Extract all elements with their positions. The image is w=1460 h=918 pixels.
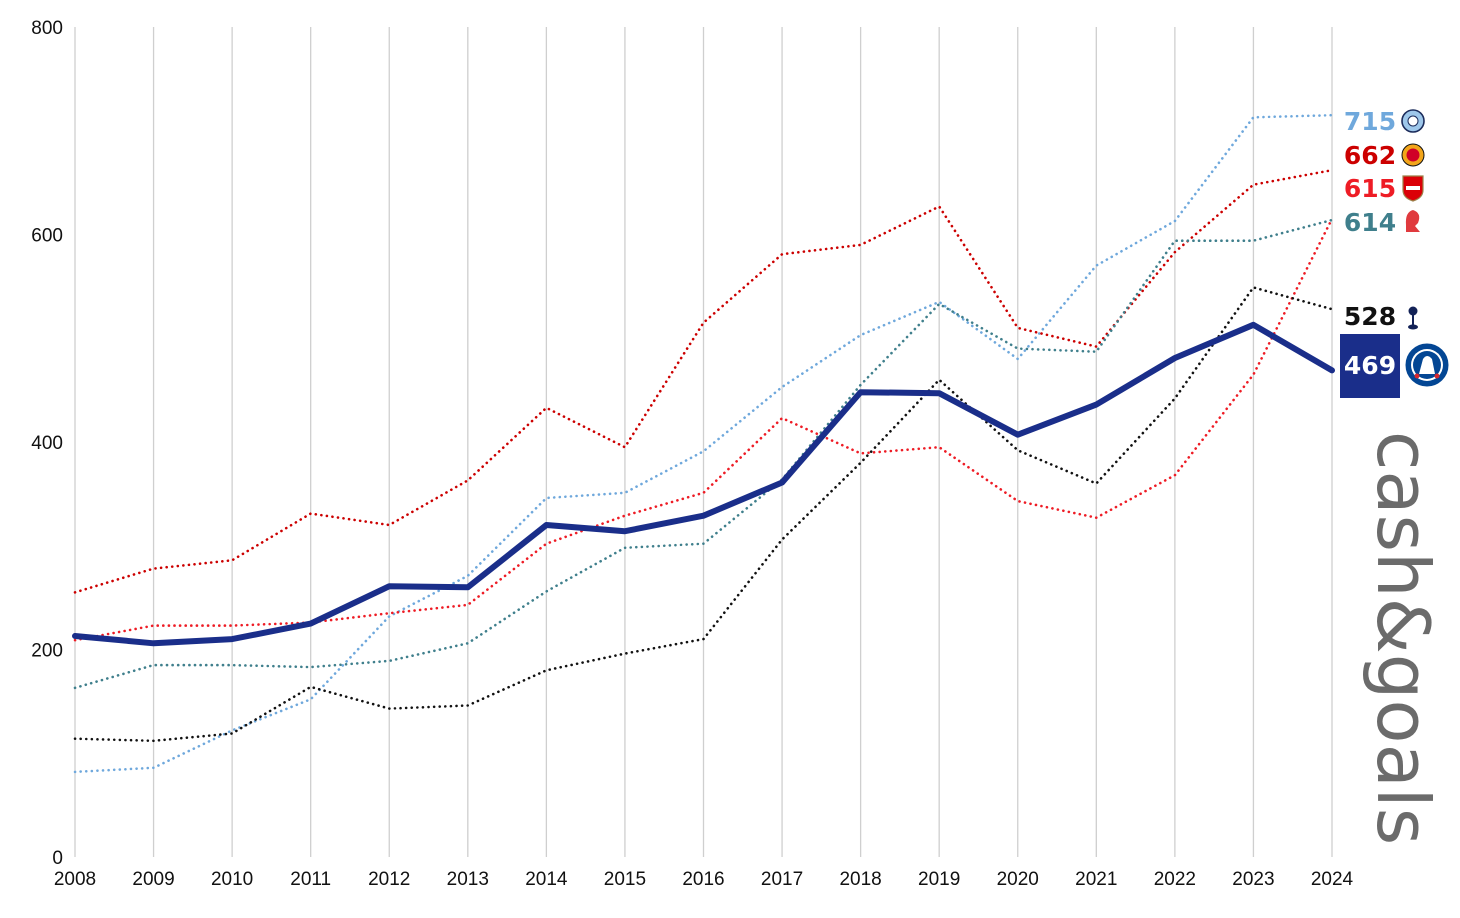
x-axis: 2008 2009 2010 2011 2012 2013 2014 2015 2016 2017… bbox=[54, 869, 1354, 890]
y-tick-label: 200 bbox=[31, 641, 63, 662]
y-axis: 0 200 400 600 800 bbox=[31, 18, 63, 869]
watermark-text: cash&goals bbox=[1361, 431, 1445, 845]
x-tick-label: 2016 bbox=[682, 869, 724, 890]
series-line-4 bbox=[73, 286, 1334, 743]
x-tick-label: 2021 bbox=[1075, 869, 1117, 890]
highlight-box bbox=[1340, 334, 1400, 398]
x-tick-label: 2017 bbox=[761, 869, 803, 890]
y-tick-label: 400 bbox=[31, 433, 63, 454]
x-tick-label: 2008 bbox=[54, 869, 96, 890]
x-tick-label: 2012 bbox=[368, 869, 410, 890]
x-tick-label: 2018 bbox=[839, 869, 881, 890]
liverpool-crest-icon bbox=[1405, 210, 1420, 232]
end-label-group: 528 bbox=[1344, 302, 1418, 331]
x-tick-label: 2024 bbox=[1311, 869, 1354, 890]
series-line-3 bbox=[73, 218, 1334, 690]
x-tick-label: 2023 bbox=[1232, 869, 1274, 890]
end-value-label: 615 bbox=[1344, 174, 1396, 203]
y-tick-label: 800 bbox=[31, 18, 63, 39]
chelsea-crest-icon bbox=[1403, 341, 1451, 389]
y-tick-label: 0 bbox=[52, 848, 63, 869]
vertical-gridlines bbox=[74, 27, 1333, 857]
x-tick-label: 2011 bbox=[290, 869, 331, 890]
end-value-label: 469 bbox=[1344, 351, 1396, 380]
end-label-group: 469 bbox=[1340, 334, 1451, 398]
end-value-label: 528 bbox=[1344, 302, 1396, 331]
series-lines bbox=[72, 113, 1335, 774]
x-tick-label: 2009 bbox=[132, 869, 174, 890]
manchester-city-crest-icon bbox=[1401, 109, 1425, 133]
x-tick-label: 2014 bbox=[525, 869, 568, 890]
x-tick-label: 2020 bbox=[997, 869, 1039, 890]
end-value-label: 614 bbox=[1344, 208, 1396, 237]
x-tick-label: 2013 bbox=[447, 869, 489, 890]
manchester-united-crest-icon bbox=[1401, 143, 1425, 167]
end-label-group: 614 bbox=[1344, 208, 1420, 237]
end-label-group: 715 bbox=[1344, 107, 1425, 136]
end-value-labels: 715 662 615 614 528 469 bbox=[1340, 107, 1451, 398]
end-value-label: 715 bbox=[1344, 107, 1396, 136]
x-tick-label: 2010 bbox=[211, 869, 253, 890]
tottenham-cockerel-icon bbox=[1408, 306, 1418, 330]
end-value-label: 662 bbox=[1344, 141, 1396, 170]
series-line-2 bbox=[73, 217, 1334, 642]
x-tick-label: 2022 bbox=[1154, 869, 1196, 890]
x-tick-label: 2015 bbox=[604, 869, 646, 890]
series-line-5 bbox=[72, 321, 1335, 647]
end-label-group: 662 bbox=[1344, 141, 1425, 170]
arsenal-crest-icon bbox=[1402, 175, 1424, 202]
y-tick-label: 600 bbox=[31, 226, 63, 247]
x-tick-label: 2019 bbox=[918, 869, 960, 890]
series-line-0 bbox=[73, 113, 1334, 774]
end-label-group: 615 bbox=[1344, 174, 1424, 203]
